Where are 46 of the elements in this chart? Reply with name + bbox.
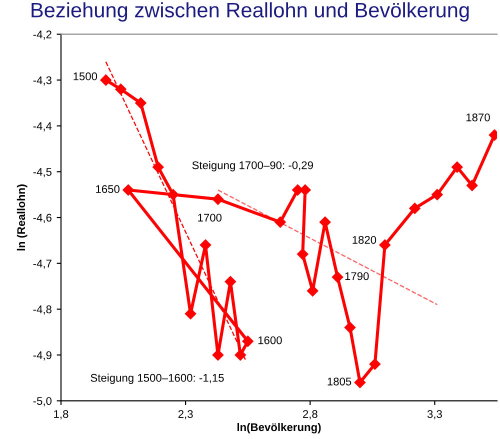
annotation: 1805 (328, 378, 352, 386)
point (344, 322, 356, 334)
point (100, 74, 112, 86)
point (409, 202, 420, 214)
y-tick-label: -4,7 (33, 260, 52, 269)
annotation: 1600 (258, 336, 282, 344)
point (122, 184, 134, 196)
y-axis-title: ln (Reallohn) (16, 184, 28, 250)
point (168, 189, 179, 200)
point (354, 376, 366, 388)
x-tick-label: 2,8 (302, 410, 318, 420)
annotation: 1700 (198, 214, 222, 222)
annotation: 1870 (466, 113, 490, 122)
point (332, 271, 344, 283)
point (379, 239, 390, 251)
y-tick-label: -4,6 (33, 214, 52, 223)
point (432, 189, 443, 200)
point (297, 248, 308, 260)
x-tick-label: 1,8 (54, 410, 68, 420)
y-tick-label: -4,2 (33, 30, 52, 40)
point (242, 336, 254, 347)
x-tick-label: 3,3 (427, 410, 442, 420)
point (212, 194, 224, 205)
point (152, 162, 164, 173)
y-tick-label: -4,9 (33, 351, 52, 360)
x-tick-label: 2,3 (178, 410, 193, 420)
y-tick-label: -4,8 (33, 305, 52, 315)
annotation: 1820 (352, 236, 376, 244)
annotation: 1790 (345, 272, 369, 280)
y-tick-label: -4,4 (33, 122, 52, 132)
y-tick-label: -4,3 (33, 76, 52, 86)
x-axis-title: ln(Bevölkerung) (237, 422, 321, 434)
annotation: 1650 (96, 185, 120, 194)
annotation: Steigung 1500–1600: -1,15 (90, 374, 224, 384)
point (466, 180, 478, 192)
point (274, 216, 286, 228)
point (115, 84, 126, 95)
point (135, 97, 146, 109)
annotation: 1500 (74, 72, 98, 80)
point (369, 358, 381, 370)
annotation: Steigung 1700–90: -0,29 (192, 161, 313, 172)
point (300, 184, 311, 196)
point (452, 162, 463, 173)
y-tick-label: -4,5 (33, 168, 52, 178)
y-tick-label: -5,0 (33, 397, 52, 406)
chart-title: Beziehung zwischen Reallohn und Bevölkerung (32, 2, 469, 22)
